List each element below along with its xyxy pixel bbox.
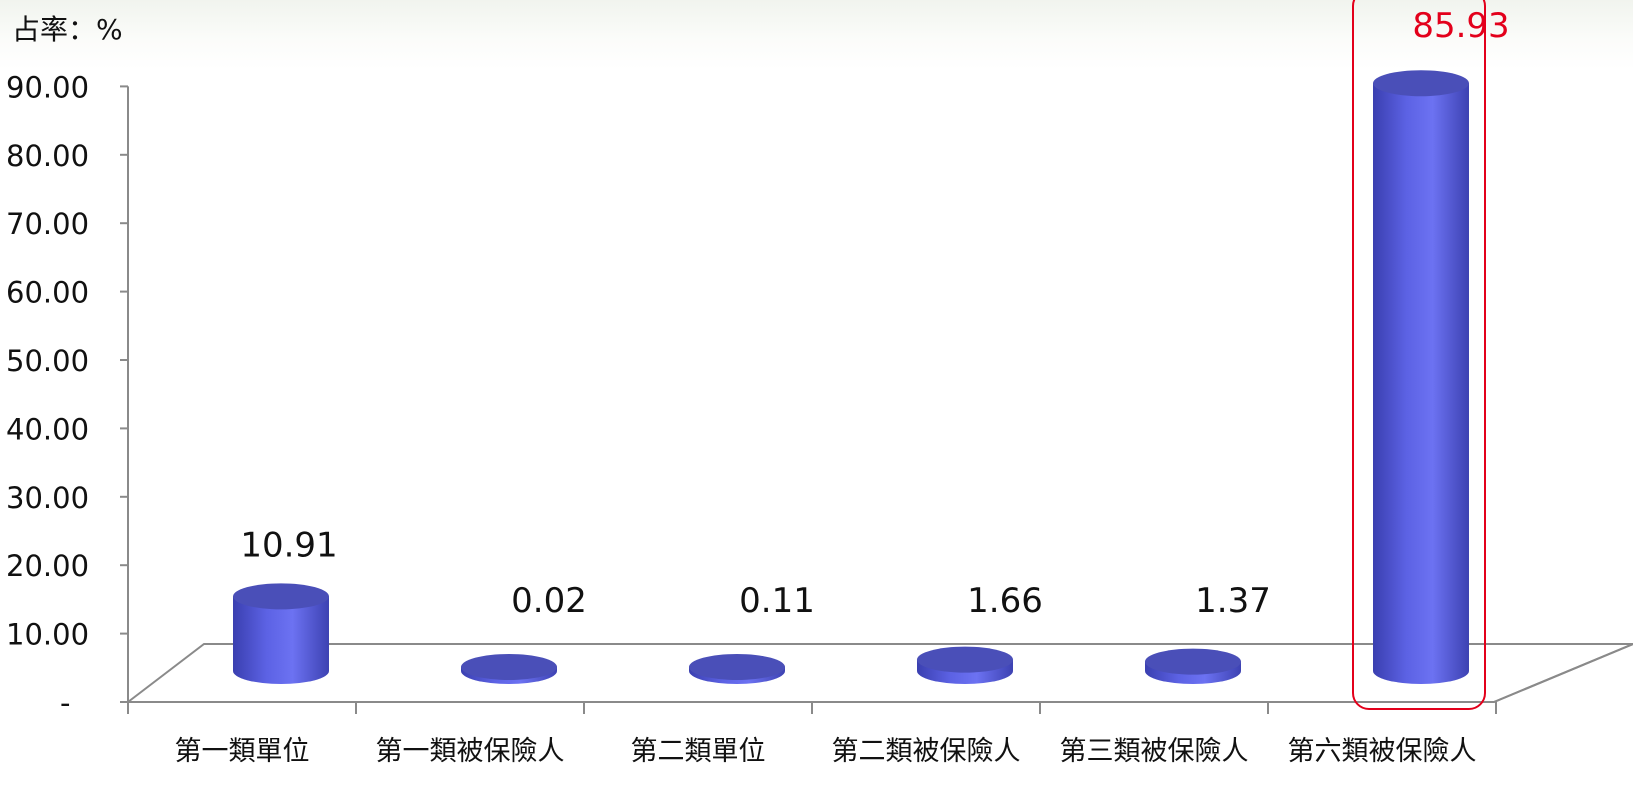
bar: [461, 654, 557, 684]
y-tick-label: 50.00: [6, 344, 89, 378]
bar: [1145, 648, 1241, 684]
unit-label: 占率：%: [12, 13, 123, 46]
bar-body: [233, 596, 329, 684]
floor-right-edge: [1493, 643, 1633, 703]
bar-top: [1145, 648, 1241, 675]
data-label: 85.93: [1412, 6, 1509, 46]
bar-top: [917, 646, 1013, 673]
bar-top: [1373, 70, 1469, 97]
x-tick-label: 第三類被保險人: [1060, 736, 1249, 767]
data-label: 1.66: [967, 581, 1043, 621]
bar-body: [1373, 83, 1469, 685]
bar: [233, 583, 329, 684]
bar: [1373, 70, 1469, 685]
x-tick-label: 第一類單位: [175, 736, 310, 767]
y-tick-label: 10.00: [6, 618, 89, 652]
bar-top: [233, 583, 329, 610]
y-tick-label: 90.00: [6, 70, 89, 104]
y-tick-label: 20.00: [6, 549, 89, 583]
x-tick-label: 第六類被保險人: [1288, 736, 1477, 767]
y-tick-label: -: [60, 686, 70, 720]
bar: [689, 654, 785, 684]
data-label: 0.02: [511, 581, 587, 621]
bar-top: [461, 654, 557, 680]
highlight-frame: [1352, 0, 1486, 710]
x-tick-label: 第一類被保險人: [376, 736, 565, 767]
y-tick-label: 40.00: [6, 412, 89, 446]
data-label: 1.37: [1195, 581, 1271, 621]
y-tick-label: 80.00: [6, 139, 89, 173]
y-tick-label: 30.00: [6, 481, 89, 515]
data-label: 0.11: [739, 581, 815, 621]
data-label: 10.91: [240, 525, 337, 565]
bar: [917, 646, 1013, 684]
x-tick-label: 第二類被保險人: [832, 736, 1021, 767]
x-tick-label: 第二類單位: [631, 736, 766, 767]
y-tick-label: 70.00: [6, 207, 89, 241]
bar-top: [689, 654, 785, 680]
y-tick-label: 60.00: [6, 276, 89, 310]
